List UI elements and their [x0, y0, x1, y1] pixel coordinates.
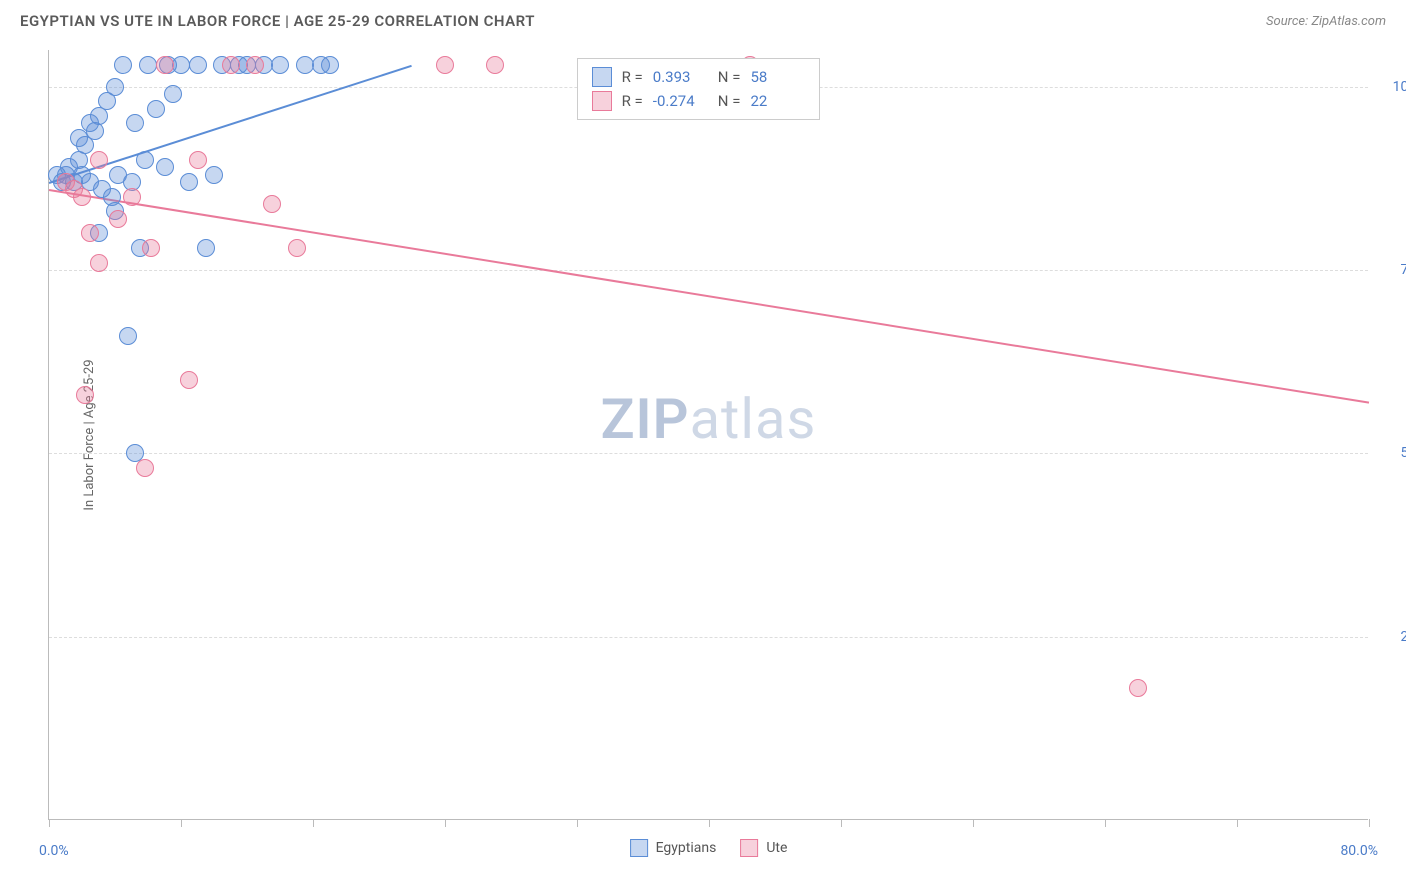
x-tick — [973, 819, 974, 827]
legend-swatch — [630, 839, 648, 857]
data-point — [271, 56, 289, 74]
legend-item: Egyptians — [630, 839, 717, 857]
y-tick-label: 25.0% — [1378, 629, 1406, 645]
data-point — [288, 239, 306, 257]
x-tick — [577, 819, 578, 827]
data-point — [180, 371, 198, 389]
data-point — [70, 129, 88, 147]
data-point — [222, 56, 240, 74]
data-point — [486, 56, 504, 74]
data-point — [205, 166, 223, 184]
r-value: -0.274 — [653, 92, 708, 110]
x-label-end: 80.0% — [1340, 843, 1378, 859]
x-tick — [313, 819, 314, 827]
data-point — [81, 224, 99, 242]
x-tick — [1237, 819, 1238, 827]
x-tick — [181, 819, 182, 827]
data-point — [156, 56, 174, 74]
data-point — [119, 327, 137, 345]
correlation-legend: R = 0.393 N = 58 R = -0.274 N = 22 — [577, 58, 821, 120]
gridline — [49, 270, 1368, 271]
source-attribution: Source: ZipAtlas.com — [1266, 14, 1386, 29]
x-tick — [49, 819, 50, 827]
y-tick-label: 75.0% — [1378, 262, 1406, 278]
n-value: 58 — [750, 68, 805, 86]
data-point — [139, 56, 157, 74]
data-point — [189, 151, 207, 169]
x-tick — [1369, 819, 1370, 827]
n-label: N = — [718, 92, 741, 110]
n-label: N = — [718, 68, 741, 86]
y-axis-title: In Labor Force | Age 25-29 — [82, 359, 97, 510]
y-tick-label: 50.0% — [1378, 445, 1406, 461]
data-point — [147, 100, 165, 118]
x-tick — [1105, 819, 1106, 827]
data-point — [136, 151, 154, 169]
legend-swatch — [740, 839, 758, 857]
x-tick — [445, 819, 446, 827]
data-point — [164, 85, 182, 103]
r-value: 0.393 — [653, 68, 708, 86]
x-tick — [709, 819, 710, 827]
data-point — [73, 188, 91, 206]
data-point — [263, 195, 281, 213]
data-point — [189, 56, 207, 74]
data-point — [81, 114, 99, 132]
gridline — [49, 637, 1368, 638]
data-point — [114, 56, 132, 74]
chart-title: EGYPTIAN VS UTE IN LABOR FORCE | AGE 25-… — [20, 12, 535, 30]
series-legend: Egyptians Ute — [630, 839, 788, 857]
data-point — [296, 56, 314, 74]
data-point — [123, 188, 141, 206]
data-point — [136, 459, 154, 477]
correlation-chart: In Labor Force | Age 25-29 ZIPatlas 25.0… — [48, 50, 1368, 820]
legend-item: Ute — [740, 839, 787, 857]
data-point — [180, 173, 198, 191]
r-label: R = — [622, 68, 643, 86]
legend-row: R = -0.274 N = 22 — [592, 89, 806, 113]
trend-line — [49, 189, 1369, 404]
data-point — [126, 114, 144, 132]
legend-label: Egyptians — [656, 840, 717, 856]
x-tick — [841, 819, 842, 827]
data-point — [197, 239, 215, 257]
data-point — [246, 56, 264, 74]
gridline — [49, 453, 1368, 454]
data-point — [142, 239, 160, 257]
n-value: 22 — [750, 92, 805, 110]
data-point — [436, 56, 454, 74]
data-point — [106, 78, 124, 96]
x-label-start: 0.0% — [39, 843, 69, 859]
legend-label: Ute — [766, 840, 787, 856]
chart-header: EGYPTIAN VS UTE IN LABOR FORCE | AGE 25-… — [0, 0, 1406, 38]
data-point — [321, 56, 339, 74]
data-point — [90, 151, 108, 169]
data-point — [109, 210, 127, 228]
data-point — [90, 254, 108, 272]
legend-swatch — [592, 91, 612, 111]
data-point — [1129, 679, 1147, 697]
r-label: R = — [622, 92, 643, 110]
data-point — [172, 56, 190, 74]
data-point — [76, 386, 94, 404]
y-tick-label: 100.0% — [1378, 79, 1406, 95]
legend-swatch — [592, 67, 612, 87]
legend-row: R = 0.393 N = 58 — [592, 65, 806, 89]
data-point — [156, 158, 174, 176]
watermark: ZIPatlas — [601, 386, 817, 452]
